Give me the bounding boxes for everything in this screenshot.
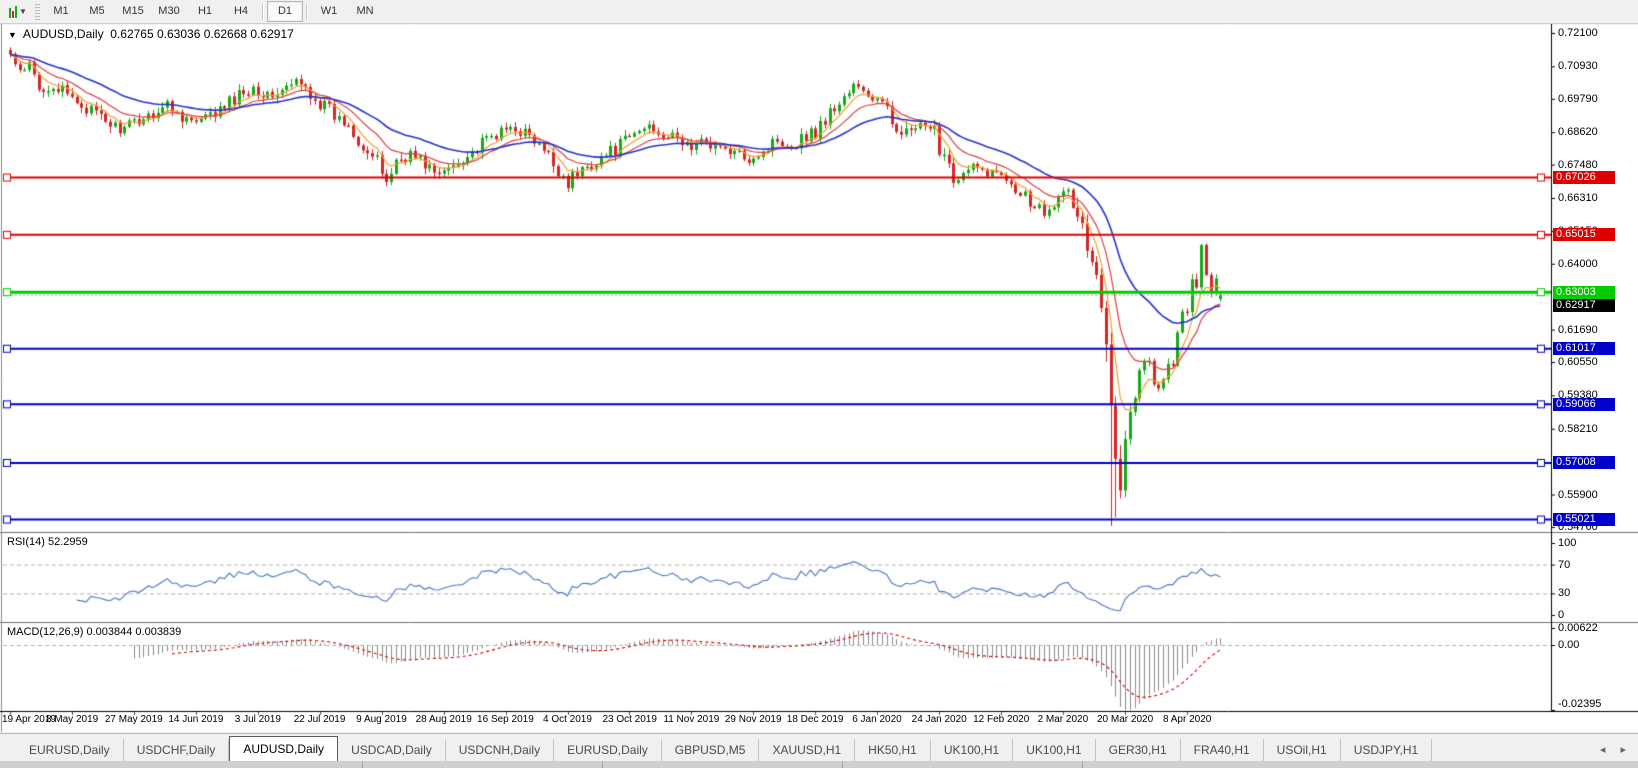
chart-tab-bar: EURUSD,Daily USDCHF,Daily AUDUSD,Daily USDC… bbox=[0, 733, 1638, 762]
timeframe-toolbar: ▼ M1 M5 M15 M30 H1 H4 D1 W1 MN bbox=[0, 0, 1638, 24]
timeframe-button-H1[interactable]: H1 bbox=[197, 5, 213, 17]
timeframe-button-M1[interactable]: M1 bbox=[53, 5, 69, 17]
timeframe-buttons: M1 M5 M15 M30 H1 H4 D1 W1 MN bbox=[43, 1, 383, 22]
chart-tabs: EURUSD,Daily USDCHF,Daily AUDUSD,Daily USDC… bbox=[0, 736, 1433, 762]
chevron-down-icon: ▼ bbox=[19, 7, 27, 16]
timeframe-button-W1[interactable]: W1 bbox=[320, 5, 338, 17]
chart-tab-usoil-h1[interactable]: USOil,H1 bbox=[1264, 739, 1341, 761]
toolbar-separator bbox=[262, 3, 264, 20]
chart-tab-uk100-h1[interactable]: UK100,H1 bbox=[931, 739, 1014, 761]
status-strip-divider bbox=[1082, 761, 1083, 768]
chart-tab-usdjpy-h1[interactable]: USDJPY,H1 bbox=[1341, 739, 1433, 761]
chart-cursor-icon[interactable]: ▼ bbox=[4, 2, 32, 22]
status-strip bbox=[0, 761, 1638, 768]
chart-tab-usdcnh-daily[interactable]: USDCNH,Daily bbox=[446, 739, 555, 761]
chart-tab-usdcad-daily[interactable]: USDCAD,Daily bbox=[338, 739, 446, 761]
tab-scroll-arrows[interactable]: ◂ ▸ bbox=[1599, 744, 1632, 756]
chart-tab-hk50-h1[interactable]: HK50,H1 bbox=[855, 739, 931, 761]
timeframe-button-M5[interactable]: M5 bbox=[89, 5, 105, 17]
chart-tab-xauusd-h1[interactable]: XAUUSD,H1 bbox=[759, 739, 856, 761]
chart-tab-usdchf-daily[interactable]: USDCHF,Daily bbox=[124, 739, 230, 761]
timeframe-button-H4[interactable]: H4 bbox=[233, 5, 249, 17]
timeframe-button-M30[interactable]: M30 bbox=[158, 5, 180, 17]
chart-tab-gbpusd-m5[interactable]: GBPUSD,M5 bbox=[662, 739, 760, 761]
chart-tab-uk100-h1[interactable]: UK100,H1 bbox=[1013, 739, 1096, 761]
toolbar-separator bbox=[306, 3, 308, 20]
status-strip-divider bbox=[602, 761, 603, 768]
toolbar-grip-handle[interactable] bbox=[35, 3, 40, 20]
chart-tab-eurusd-daily[interactable]: EURUSD,Daily bbox=[554, 739, 662, 761]
timeframe-button-D1[interactable]: D1 bbox=[267, 1, 303, 22]
timeframe-button-MN[interactable]: MN bbox=[356, 5, 374, 17]
status-strip-divider bbox=[842, 761, 843, 768]
chart-tab-audusd-daily[interactable]: AUDUSD,Daily bbox=[229, 736, 339, 762]
timeframe-button-M15[interactable]: M15 bbox=[122, 5, 144, 17]
chart-tab-fra40-h1[interactable]: FRA40,H1 bbox=[1181, 739, 1264, 761]
chart-tab-eurusd-daily[interactable]: EURUSD,Daily bbox=[16, 739, 124, 761]
chart-tab-ger30-h1[interactable]: GER30,H1 bbox=[1096, 739, 1181, 761]
status-strip-divider bbox=[362, 761, 363, 768]
candlestick-glyph bbox=[9, 5, 18, 18]
